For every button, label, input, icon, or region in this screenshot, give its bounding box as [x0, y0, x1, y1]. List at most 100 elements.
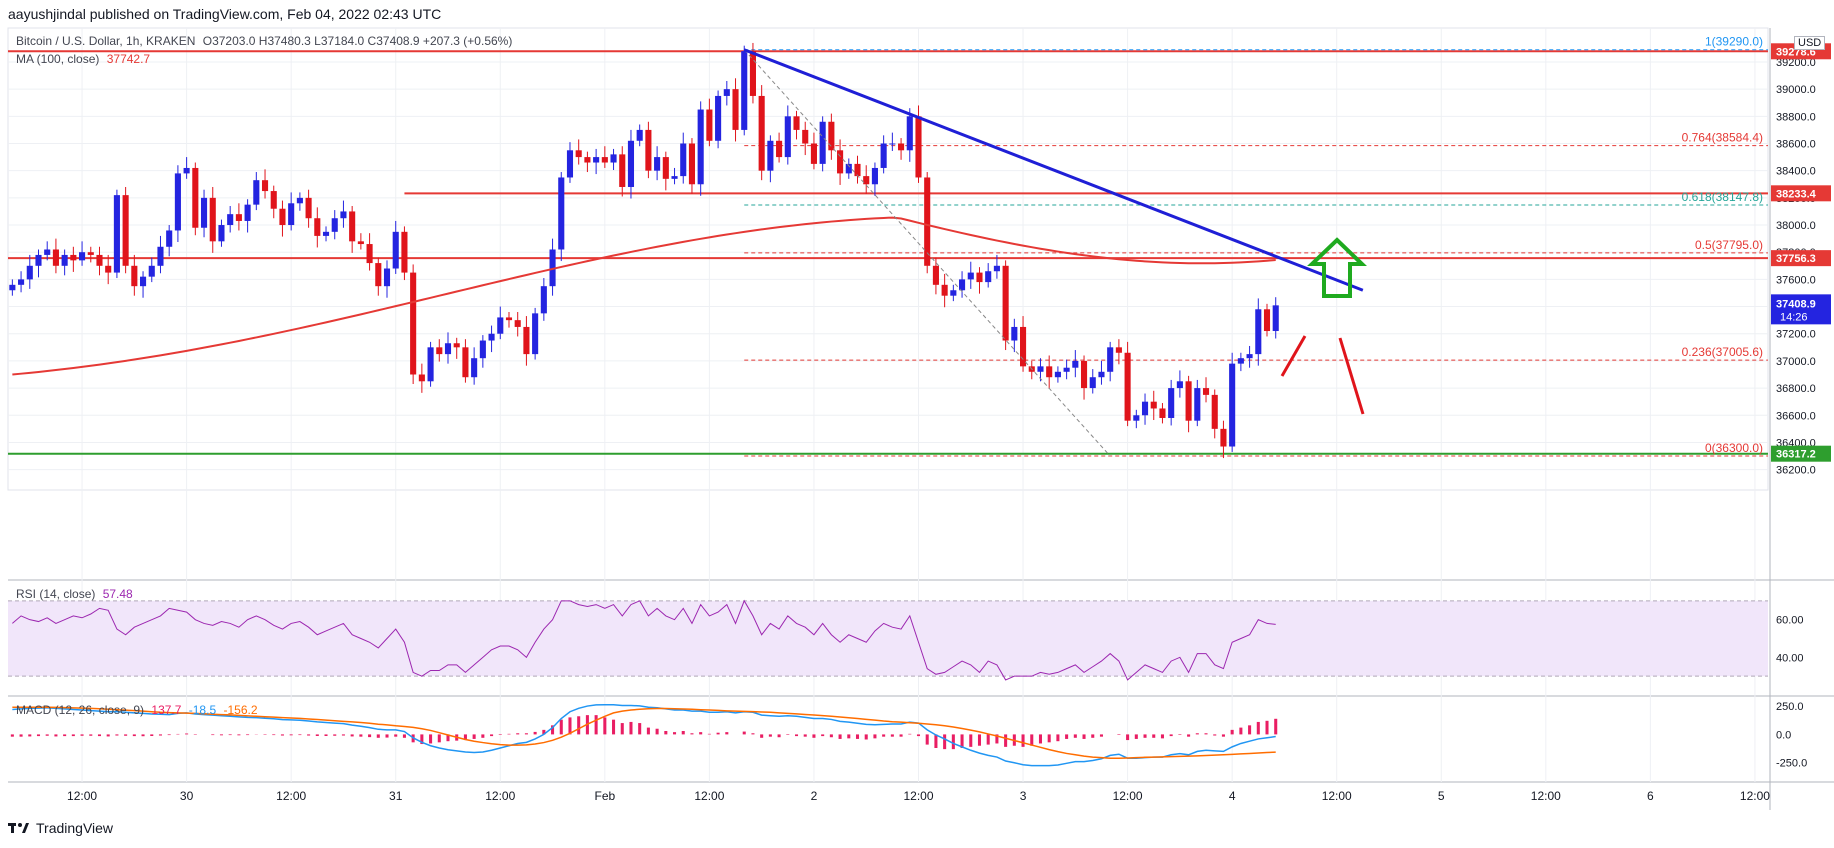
- candle-body: [18, 279, 25, 285]
- candle-body: [627, 140, 635, 187]
- moving-average-layer: [12, 216, 1276, 376]
- candle-body: [802, 129, 809, 144]
- candle-body: [863, 176, 870, 185]
- candle-body: [784, 116, 791, 158]
- level-badge: [1771, 250, 1831, 267]
- fib-label: 0.236(37005.6): [1682, 345, 1763, 359]
- candle-body: [514, 320, 521, 327]
- fib-label: 1(39290.0): [1705, 35, 1763, 49]
- candle-body: [1002, 265, 1009, 341]
- candle-body: [1107, 347, 1114, 372]
- candles-layer: [9, 42, 1279, 459]
- candle-body: [1150, 401, 1157, 409]
- candle-body: [35, 254, 42, 266]
- time-tick-label: 12:00: [1531, 789, 1561, 803]
- time-tick-label: Feb: [594, 789, 615, 803]
- footer-brand[interactable]: TradingView: [8, 820, 113, 836]
- ma-legend[interactable]: MA (100, close) 37742.7: [16, 52, 154, 66]
- candle-body: [915, 116, 922, 178]
- candle-body: [331, 218, 338, 232]
- candle-body: [357, 241, 364, 245]
- time-tick-label: 12:00: [67, 789, 97, 803]
- time-tick-label: 4: [1229, 789, 1236, 803]
- price-tick-label: 37200.0: [1776, 329, 1816, 341]
- candle-body: [610, 154, 617, 163]
- candle-body: [349, 211, 356, 242]
- time-tick-label: 12:00: [1113, 789, 1143, 803]
- last-price-badge: [1771, 294, 1831, 325]
- macd-legend[interactable]: MACD (12, 26, close, 9) 137.7 -18.5 -156…: [16, 703, 262, 717]
- candle-body: [209, 197, 216, 242]
- candle-body: [1159, 408, 1166, 418]
- candle-body: [1255, 309, 1262, 355]
- bearish-trendline: [743, 48, 1364, 292]
- candle-body: [645, 129, 652, 171]
- time-tick-label: 12:00: [903, 789, 933, 803]
- candle-body: [1246, 354, 1253, 359]
- ma100-line: [12, 216, 1276, 376]
- macd-line: [12, 703, 1276, 767]
- candle-body: [26, 265, 33, 280]
- candle-body: [288, 203, 295, 226]
- rsi-pane: [8, 599, 1768, 681]
- candle-body: [366, 244, 373, 264]
- candle-body: [270, 191, 277, 209]
- candle-body: [105, 265, 112, 273]
- candle-body: [819, 121, 826, 164]
- candle-body: [401, 231, 408, 273]
- rsi-label: RSI (14, close): [16, 587, 96, 601]
- price-tick-label: 38800.0: [1776, 111, 1816, 123]
- candle-body: [462, 347, 469, 378]
- candle-body: [235, 214, 242, 221]
- candle-body: [253, 180, 260, 205]
- candle-body: [636, 129, 643, 141]
- rsi-legend[interactable]: RSI (14, close) 57.48: [16, 587, 137, 601]
- brand-name: TradingView: [36, 820, 114, 836]
- candle-body: [1037, 366, 1044, 372]
- candle-body: [1124, 352, 1131, 421]
- macd-tick-label: 0.0: [1776, 729, 1791, 741]
- symbol-legend[interactable]: Bitcoin / U.S. Dollar, 1h, KRAKEN O37203…: [16, 34, 516, 48]
- price-tick-label: 39200.0: [1776, 57, 1816, 69]
- candle-body: [837, 150, 844, 174]
- candle-body: [941, 284, 948, 296]
- candle-body: [601, 157, 608, 163]
- candle-body: [906, 116, 913, 151]
- candle-body: [200, 197, 208, 228]
- candle-body: [261, 180, 269, 192]
- candle-body: [1237, 358, 1244, 364]
- projection-stroke-up: [1280, 335, 1307, 377]
- rsi-value: 57.48: [102, 587, 133, 601]
- candle-body: [1063, 367, 1070, 372]
- candle-body: [985, 271, 992, 283]
- macd-pane: [10, 703, 1278, 767]
- fib-label: 0.764(38584.4): [1682, 131, 1763, 145]
- candle-body: [148, 265, 155, 277]
- macd-label: MACD (12, 26, close, 9): [16, 703, 145, 717]
- candle-body: [227, 214, 234, 226]
- candle-body: [52, 249, 59, 266]
- candle-body: [1229, 363, 1236, 447]
- level-badge-label: 36317.2: [1776, 449, 1816, 461]
- candle-body: [1133, 415, 1140, 421]
- candle-body: [993, 265, 1000, 272]
- candle-body: [410, 272, 417, 375]
- price-tick-label: 39000.0: [1776, 84, 1816, 96]
- time-tick-label: 12:00: [1322, 789, 1352, 803]
- candle-body: [654, 157, 661, 171]
- candle-body: [697, 109, 704, 185]
- candle-body: [1194, 388, 1201, 421]
- macd-hist-value: 137.7: [151, 703, 182, 717]
- time-tick-label: 12:00: [485, 789, 515, 803]
- currency-badge[interactable]: USD: [1794, 36, 1826, 50]
- candle-body: [1272, 305, 1279, 332]
- rsi-line: [12, 599, 1276, 681]
- fib-label: 0.5(37795.0): [1695, 238, 1763, 252]
- candle-body: [662, 157, 669, 179]
- candle-body: [157, 246, 164, 266]
- candle-body: [706, 109, 713, 141]
- candle-body: [688, 143, 696, 185]
- candle-body: [741, 51, 748, 130]
- candle-body: [1168, 388, 1175, 418]
